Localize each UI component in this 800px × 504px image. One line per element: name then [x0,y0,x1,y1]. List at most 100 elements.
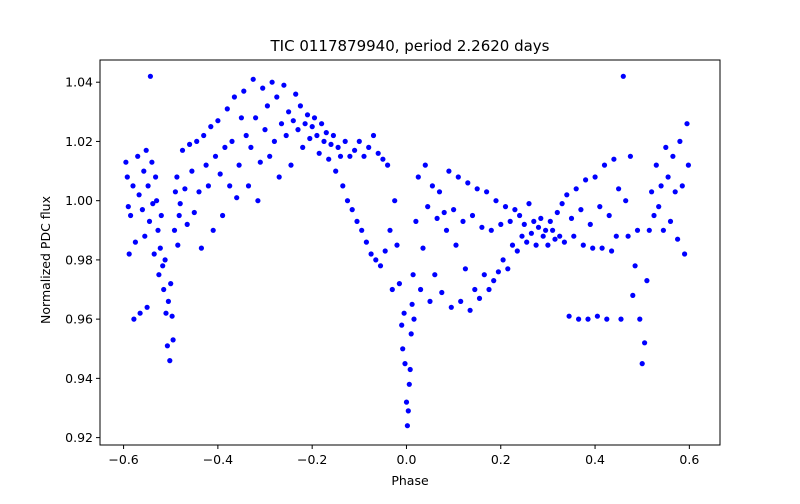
data-point [172,189,178,195]
data-point [165,298,171,304]
x-tick-label: −0.2 [297,452,327,467]
data-point [143,147,149,153]
data-point [405,408,411,414]
data-point [564,192,570,198]
data-point [123,159,129,165]
data-point [157,245,163,251]
data-point [170,337,176,343]
y-axis-ticks: 0.92 0.94 0.96 0.98 1.00 1.02 1.04 [65,75,100,445]
data-point [684,121,690,127]
data-point [663,144,669,150]
data-point [146,218,153,224]
data-point [176,212,182,219]
data-point [380,156,386,162]
data-point [182,186,188,192]
data-point [474,186,480,192]
data-point [309,124,315,130]
data-point [136,192,142,198]
data-point [420,245,426,251]
x-tick-label: 0.6 [679,452,699,467]
data-point [238,115,244,121]
data-point [415,174,421,180]
data-point [323,130,329,136]
data-point [665,174,671,180]
x-tick-label: 0.4 [585,452,605,467]
data-point [302,121,308,127]
data-point [458,298,464,304]
data-point [585,316,591,322]
data-point [153,174,159,180]
data-point [330,132,336,139]
data-point [227,183,233,189]
data-point [145,183,151,189]
data-point [385,162,391,168]
data-point [162,257,168,263]
data-point [427,298,433,304]
data-point [283,132,289,139]
data-point [488,227,494,233]
data-point [540,233,546,239]
data-point [377,263,384,269]
data-point [141,168,147,174]
data-point [498,221,504,227]
data-point [609,248,615,254]
data-point [288,162,294,168]
data-point [253,115,259,121]
data-point [212,153,219,159]
data-point [250,76,256,82]
data-point [187,141,193,147]
data-point [354,218,360,224]
data-point [373,257,379,263]
data-point [208,124,214,130]
data-point [347,153,353,159]
data-point [493,198,499,204]
data-point [580,242,586,248]
data-point [599,245,605,251]
data-point [124,174,130,180]
data-point [337,153,344,159]
data-point [634,227,641,233]
data-point [627,153,634,159]
y-tick-label: 0.94 [65,371,93,386]
data-point [361,153,367,159]
data-point [448,304,454,310]
data-point [286,109,292,115]
data-point [342,138,348,144]
data-point [375,150,381,156]
data-point [429,183,435,189]
data-point [404,423,410,429]
data-point [550,227,556,233]
data-point [632,263,638,269]
data-point [491,278,497,284]
data-point [125,204,131,210]
data-point [557,233,563,239]
data-point [151,251,157,257]
data-point [267,153,273,159]
data-point [409,301,415,307]
data-point [533,242,539,248]
data-point [573,186,579,192]
x-axis-label: Phase [391,473,429,488]
data-point [344,198,351,204]
data-point [653,162,659,168]
data-point [528,230,535,236]
data-point [387,227,393,233]
data-point [363,239,369,245]
data-point [500,257,506,263]
data-point [583,177,589,183]
data-point [222,144,228,150]
y-tick-label: 0.98 [65,252,93,267]
y-axis-label: Normalized PDC flux [38,196,53,324]
data-point [407,366,413,373]
y-tick-label: 1.04 [65,75,93,90]
data-point [297,103,303,109]
data-point [257,159,263,165]
data-point [234,195,240,201]
data-point [446,168,452,174]
data-point [293,91,299,97]
data-point [215,118,221,124]
data-point [472,286,478,293]
data-point [171,227,178,233]
data-point [169,313,175,319]
data-point [126,251,132,257]
